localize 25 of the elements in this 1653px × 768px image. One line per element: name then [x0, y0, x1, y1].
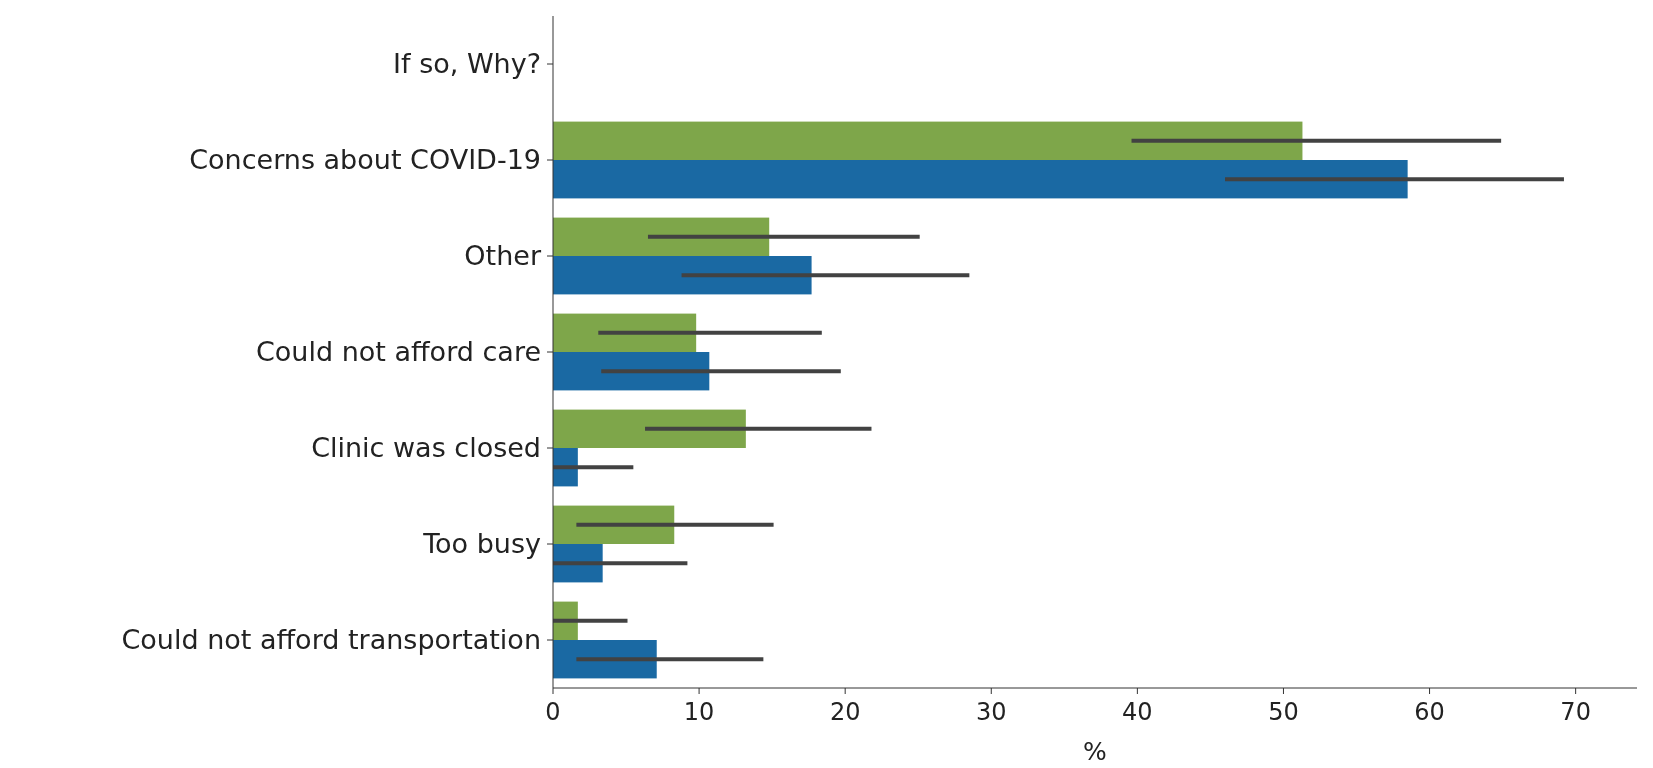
x-tick-label: 0 — [545, 698, 561, 726]
bar — [553, 121, 1303, 160]
x-axis-title: % — [1083, 737, 1107, 766]
x-tick-label: 10 — [683, 698, 715, 726]
y-tick-label: Clinic was closed — [311, 432, 541, 464]
x-tick-label: 20 — [829, 698, 861, 726]
y-tick-label: Concerns about COVID-19 — [189, 144, 541, 176]
y-tick-label: Too busy — [422, 528, 542, 560]
bar — [553, 409, 746, 448]
bar — [553, 217, 770, 256]
x-tick-label: 40 — [1122, 698, 1153, 726]
bar — [553, 640, 657, 679]
y-tick-label: Could not afford transportation — [121, 624, 541, 656]
bar — [553, 256, 812, 295]
y-tick-label: Could not afford care — [255, 336, 541, 368]
x-tick-label: 50 — [1268, 698, 1299, 726]
x-tick-label: 70 — [1560, 698, 1591, 726]
bar — [553, 352, 710, 391]
y-tick-label: If so, Why? — [393, 48, 541, 80]
x-tick-label: 60 — [1414, 698, 1445, 726]
y-tick-label: Other — [464, 240, 542, 272]
x-tick-label: 30 — [976, 698, 1007, 726]
bar — [553, 160, 1408, 199]
bar — [553, 313, 697, 352]
bar — [553, 505, 675, 544]
